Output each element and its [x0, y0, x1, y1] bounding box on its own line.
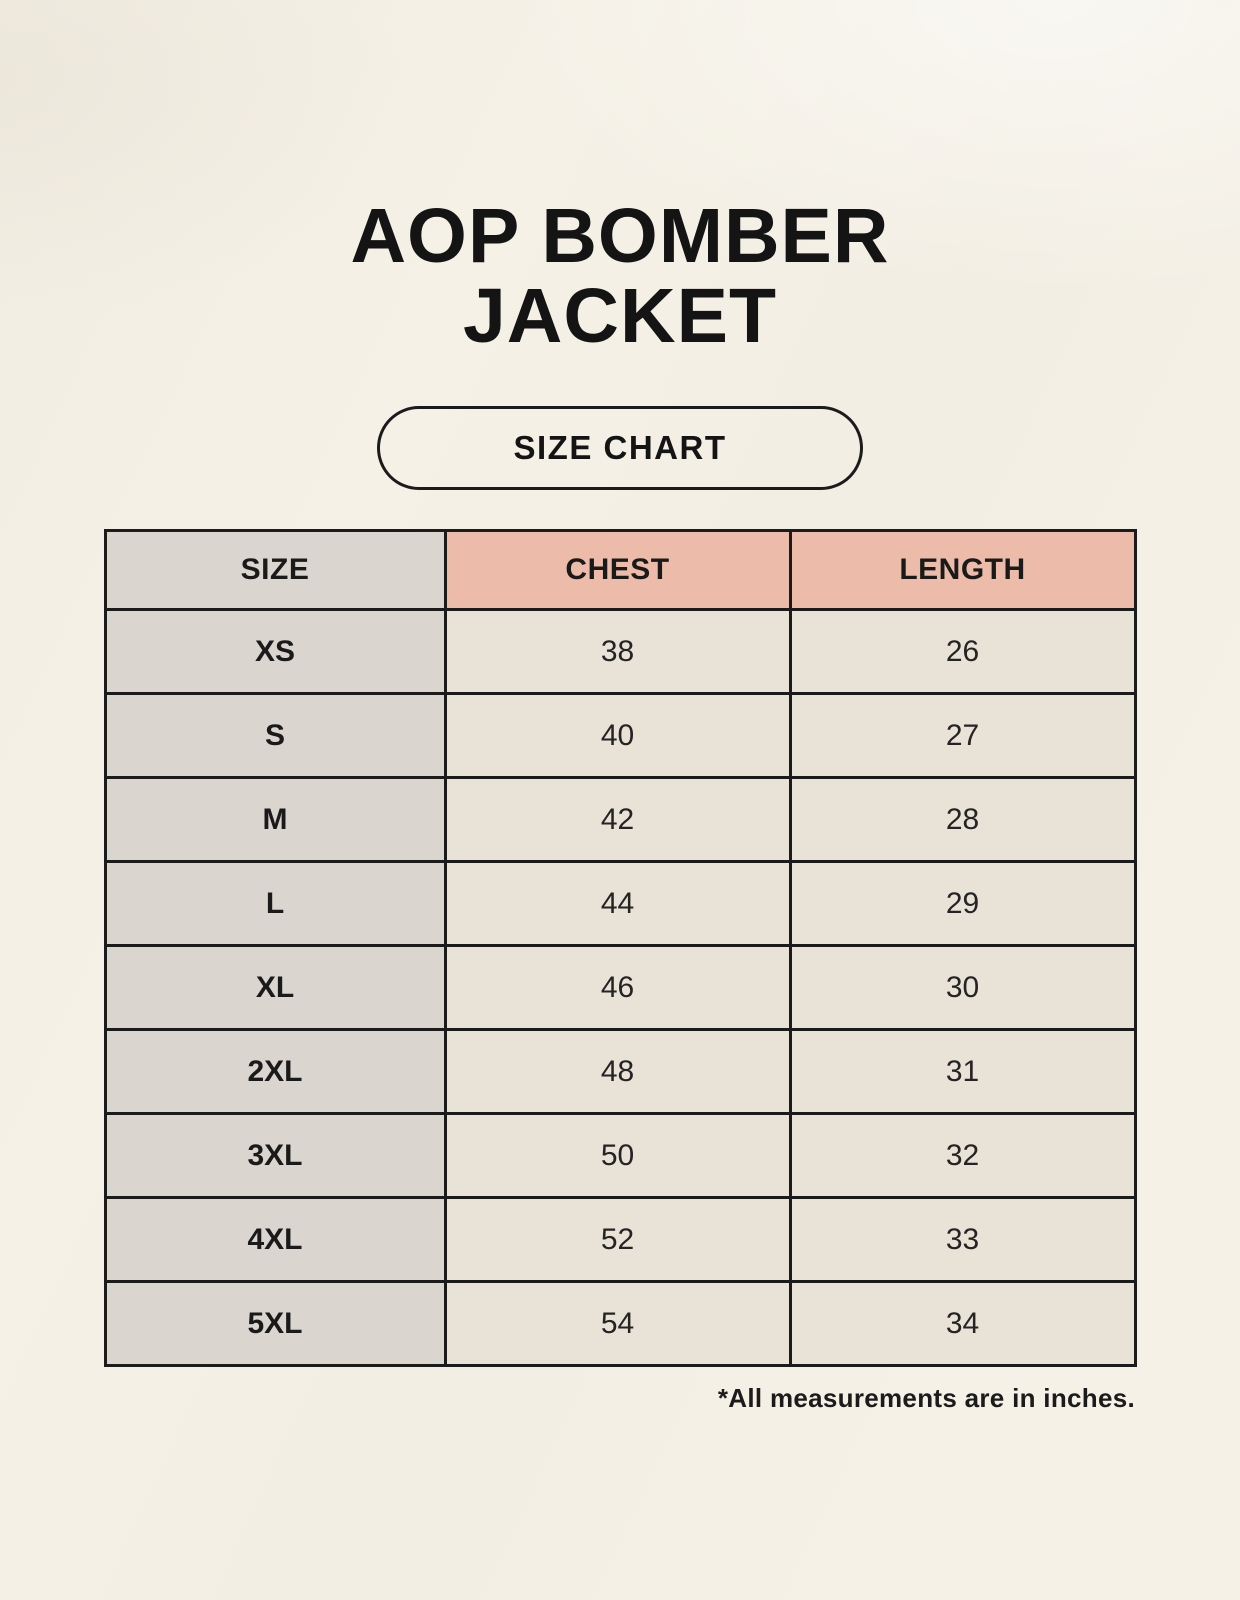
chest-cell: 52	[443, 1196, 792, 1284]
table-row: XL 46 30	[103, 944, 1137, 1032]
chest-cell: 40	[443, 692, 792, 780]
length-cell: 30	[788, 944, 1137, 1032]
size-cell: XL	[103, 944, 447, 1032]
table-row: 5XL 54 34	[103, 1280, 1137, 1368]
length-cell: 34	[788, 1280, 1137, 1368]
size-cell: 4XL	[103, 1196, 447, 1284]
size-chart-badge: SIZE CHART	[377, 406, 863, 491]
table-row: 3XL 50 32	[103, 1112, 1137, 1200]
chest-cell: 42	[443, 776, 792, 864]
chest-cell: 48	[443, 1028, 792, 1116]
chest-cell: 44	[443, 860, 792, 948]
table-row: 4XL 52 33	[103, 1196, 1137, 1284]
size-cell: M	[103, 776, 447, 864]
chest-cell: 50	[443, 1112, 792, 1200]
measurements-footnote: *All measurements are in inches.	[717, 1383, 1135, 1414]
size-chart-badge-label: SIZE CHART	[513, 429, 727, 467]
table-row: L 44 29	[103, 860, 1137, 948]
length-cell: 31	[788, 1028, 1137, 1116]
page-title: AOP BOMBER JACKET	[0, 0, 1240, 356]
size-cell: S	[103, 692, 447, 780]
length-cell: 32	[788, 1112, 1137, 1200]
length-cell: 29	[788, 860, 1137, 948]
size-cell: 3XL	[103, 1112, 447, 1200]
column-header-length: LENGTH	[788, 529, 1137, 612]
table-row: 2XL 48 31	[103, 1028, 1137, 1116]
length-cell: 27	[788, 692, 1137, 780]
table-header-row: SIZE CHEST LENGTH	[103, 529, 1137, 612]
length-cell: 28	[788, 776, 1137, 864]
size-cell: 2XL	[103, 1028, 447, 1116]
chest-cell: 46	[443, 944, 792, 1032]
table-row: S 40 27	[103, 692, 1137, 780]
chest-cell: 38	[443, 608, 792, 696]
page-title-line2: JACKET	[462, 273, 778, 360]
table-row: M 42 28	[103, 776, 1137, 864]
size-chart-table: SIZE CHEST LENGTH XS 38 26 S 40 27 M 42 …	[103, 529, 1137, 1368]
column-header-size: SIZE	[103, 529, 447, 612]
size-cell: L	[103, 860, 447, 948]
size-cell: 5XL	[103, 1280, 447, 1368]
page-title-line1: AOP BOMBER	[350, 193, 890, 279]
column-header-chest: CHEST	[443, 529, 792, 612]
length-cell: 33	[788, 1196, 1137, 1284]
size-cell: XS	[103, 608, 447, 696]
table-row: XS 38 26	[103, 608, 1137, 696]
length-cell: 26	[788, 608, 1137, 696]
chest-cell: 54	[443, 1280, 792, 1368]
